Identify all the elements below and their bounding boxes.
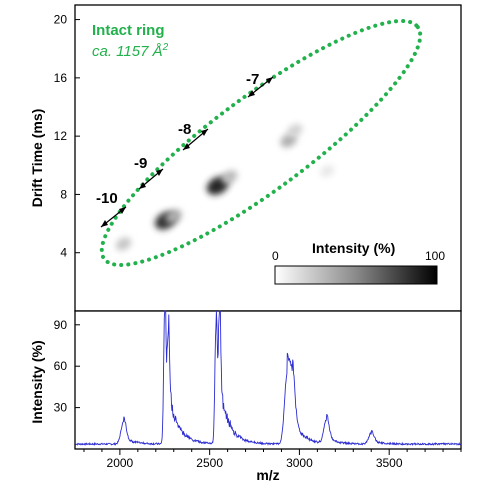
spectrum-y-tick-label: 90 xyxy=(54,318,68,332)
colorbar-gradient xyxy=(274,265,438,285)
colorbar-max-label: 100 xyxy=(425,249,445,263)
spectrum-y-axis-title: Intensity (%) xyxy=(29,340,45,423)
charge-state-labels: -10 -9 -8 -7 xyxy=(96,71,259,207)
colorbar: Intensity (%) 0 100 xyxy=(272,240,445,285)
heatmap-y-tick-label: 16 xyxy=(54,71,68,85)
charge-label-8: -8 xyxy=(178,121,191,138)
annotation-subtitle: ca. 1157 Å2 xyxy=(92,42,169,60)
spectrum-x-tick-label: 2000 xyxy=(107,456,134,470)
spectrum-x-axis-title: m/z xyxy=(256,467,279,483)
heatmap-y-tick-label: 4 xyxy=(60,246,67,260)
spectrum-y-ticks: 30 60 90 xyxy=(54,318,80,415)
spectrum-x-tick-label: 2500 xyxy=(196,456,223,470)
spectrum-panel: 30 60 90 2000 2500 3000 3500 Intensity (%) m/… xyxy=(29,310,462,483)
spectrum-x-ticks: 2000 2500 3000 3500 xyxy=(83,449,462,470)
spectrum-y-tick-label: 30 xyxy=(54,401,68,415)
heatmap-spot xyxy=(165,209,182,224)
heatmap-spot xyxy=(280,133,297,148)
heatmap-spot xyxy=(287,123,303,137)
charge-state-arrows xyxy=(100,76,274,228)
heatmap-frame xyxy=(74,4,462,312)
heatmap-spot xyxy=(115,237,132,251)
colorbar-title: Intensity (%) xyxy=(312,240,395,256)
spectrum-series-line xyxy=(74,310,462,447)
charge-label-7: -7 xyxy=(246,71,259,88)
heatmap-y-ticks: 4 8 12 16 20 xyxy=(54,13,80,260)
charge-label-9: -9 xyxy=(134,155,147,172)
heatmap-spot xyxy=(320,165,335,178)
charge-label-10: -10 xyxy=(96,190,118,207)
colorbar-min-label: 0 xyxy=(272,249,279,263)
heatmap-panel: 4 8 12 16 20 Drift Time (ms) Intact ring ca.… xyxy=(29,4,462,312)
spectrum-frame xyxy=(74,310,462,450)
heatmap-y-tick-label: 12 xyxy=(54,129,68,143)
spectrum-y-tick-label: 60 xyxy=(54,359,68,373)
heatmap-spots xyxy=(115,123,335,251)
heatmap-y-axis-title: Drift Time (ms) xyxy=(29,109,45,208)
annotation-title: Intact ring xyxy=(92,22,165,39)
intact-ring-ellipse xyxy=(99,19,423,267)
heatmap-spot xyxy=(221,170,238,184)
heatmap-y-tick-label: 20 xyxy=(54,13,68,27)
spectrum-x-tick-label: 3000 xyxy=(286,456,313,470)
spectrum-x-tick-label: 3500 xyxy=(376,456,403,470)
heatmap-y-tick-label: 8 xyxy=(60,187,67,201)
